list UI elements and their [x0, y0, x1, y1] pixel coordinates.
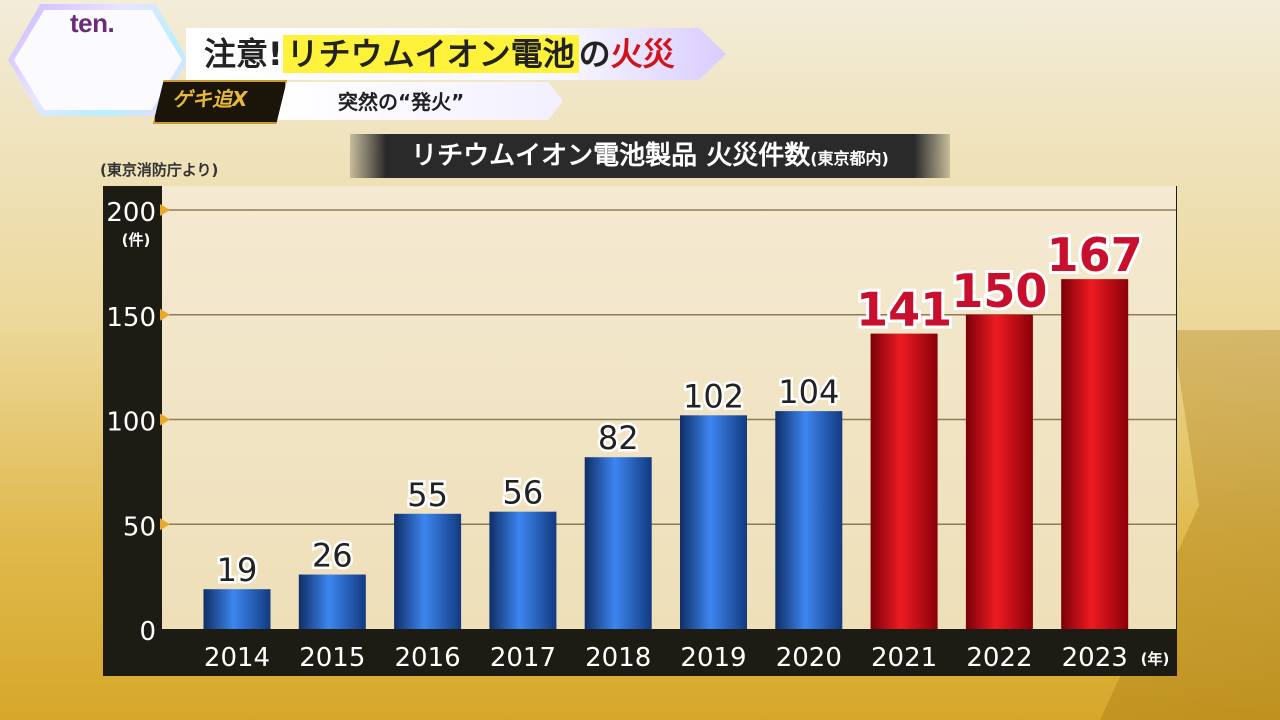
xtick-label-2014: 2014 — [204, 643, 270, 673]
value-label-2019: 102 — [683, 377, 744, 415]
value-label-2016: 55 — [407, 476, 448, 514]
bar-2018 — [584, 457, 652, 629]
chart-title-main: リチウムイオン電池製品 火災件数 — [411, 141, 811, 171]
bar-2015 — [298, 574, 366, 629]
value-label-2021: 141 — [856, 283, 952, 337]
xtick-label-2020: 2020 — [776, 643, 842, 673]
source-note: (東京消防庁より) — [100, 161, 219, 179]
value-label-2017: 56 — [503, 474, 544, 512]
headline-highlight: リチウムイオン電池 — [282, 35, 579, 73]
headline-part1: 注意! — [204, 35, 283, 73]
chart-title-suffix: (東京都内) — [810, 149, 889, 168]
value-label-2015: 26 — [312, 537, 353, 575]
ytick-marker-100 — [160, 413, 170, 426]
xtick-label-2022: 2022 — [966, 643, 1032, 673]
x-unit-label: (年) — [1141, 650, 1170, 668]
subtitle: 突然の“発火” — [338, 90, 465, 114]
ytick-marker-150 — [160, 308, 170, 321]
bar-2022 — [965, 314, 1033, 629]
xtick-label-2023: 2023 — [1062, 643, 1128, 673]
xtick-label-2019: 2019 — [680, 643, 746, 673]
y-unit-label: (件) — [122, 231, 151, 249]
subtitle-bar — [268, 82, 563, 120]
xtick-label-2018: 2018 — [585, 643, 651, 673]
bar-2023 — [1061, 279, 1129, 629]
headline: 注意! リチウムイオン電池 の火災 — [204, 32, 675, 76]
program-badge-text: ゲキ追X — [172, 87, 248, 111]
ytick-label-200: 200 — [106, 198, 156, 228]
logo-frame-inner — [14, 10, 182, 110]
value-label-2022: 150 — [951, 264, 1047, 318]
headline-red: 火災 — [610, 35, 675, 73]
ytick-label-50: 50 — [123, 512, 156, 542]
channel-logo: ten. — [70, 8, 115, 38]
bar-2016 — [394, 513, 462, 629]
xtick-label-2021: 2021 — [871, 643, 937, 673]
chart-title-bar — [350, 134, 950, 178]
xtick-label-2015: 2015 — [299, 643, 365, 673]
xtick-label-2016: 2016 — [395, 643, 461, 673]
chart-title: リチウムイオン電池製品 火災件数(東京都内) — [350, 134, 950, 178]
ytick-label-150: 150 — [106, 303, 156, 333]
value-label-2020: 104 — [778, 373, 839, 411]
bar-2017 — [489, 511, 557, 629]
bar-2020 — [775, 411, 843, 629]
bar-2021 — [870, 333, 938, 629]
value-label-2014: 19 — [217, 551, 258, 589]
ytick-marker-200 — [160, 204, 170, 216]
value-label-2018: 82 — [598, 419, 639, 457]
ytick-label-100: 100 — [106, 408, 156, 438]
bar-2019 — [680, 415, 747, 629]
headline-part3: の — [578, 35, 611, 73]
xtick-label-2017: 2017 — [490, 643, 556, 673]
bar-2014 — [203, 589, 271, 629]
ytick-marker-50 — [160, 518, 170, 531]
value-label-2023: 167 — [1047, 228, 1143, 282]
ytick-label-0: 0 — [139, 617, 156, 647]
